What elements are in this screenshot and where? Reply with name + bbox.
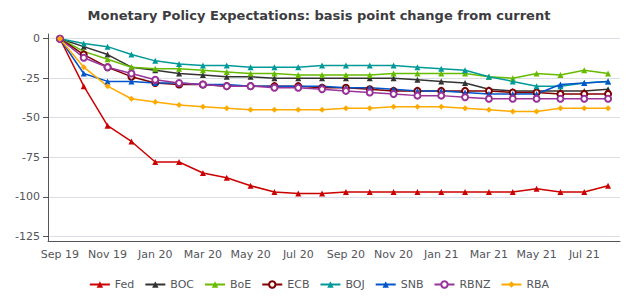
svg-text:-75: -75 [22, 151, 40, 164]
svg-text:ECB: ECB [287, 278, 309, 291]
svg-text:May 20: May 20 [230, 248, 270, 261]
svg-text:BOC: BOC [170, 278, 194, 291]
svg-text:SNB: SNB [401, 278, 424, 291]
svg-text:Nov 20: Nov 20 [374, 248, 413, 261]
svg-text:BoE: BoE [230, 278, 251, 291]
svg-text:-100: -100 [15, 190, 40, 203]
svg-text:-125: -125 [15, 230, 40, 243]
svg-text:Sep 19: Sep 19 [41, 248, 79, 261]
svg-text:Jul 20: Jul 20 [282, 248, 314, 261]
svg-text:Nov 19: Nov 19 [88, 248, 127, 261]
svg-text:-25: -25 [22, 72, 40, 85]
svg-text:Fed: Fed [115, 278, 134, 291]
svg-text:Jan 21: Jan 21 [423, 248, 458, 261]
svg-text:RBA: RBA [526, 278, 549, 291]
svg-text:Sep 20: Sep 20 [327, 248, 365, 261]
svg-text:Jan 20: Jan 20 [137, 248, 172, 261]
svg-text:Monetary Policy Expectations:: Monetary Policy Expectations: basis poin… [88, 8, 551, 23]
svg-text:RBNZ: RBNZ [459, 278, 490, 291]
svg-text:Jul 21: Jul 21 [568, 248, 600, 261]
svg-text:Mar 21: Mar 21 [470, 248, 508, 261]
svg-text:-50: -50 [22, 111, 40, 124]
svg-text:Mar 20: Mar 20 [184, 248, 222, 261]
svg-text:May 21: May 21 [516, 248, 556, 261]
svg-text:BOJ: BOJ [345, 278, 364, 291]
svg-text:0: 0 [33, 32, 40, 45]
